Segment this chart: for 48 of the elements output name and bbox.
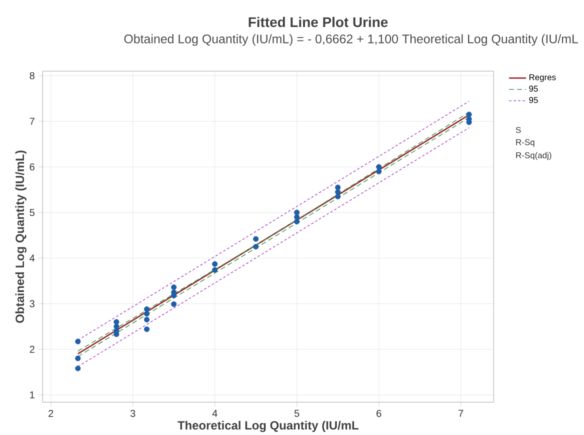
x-tick-label: 6 — [376, 410, 382, 417]
y-tick-label: 5 — [30, 209, 34, 216]
y-tick-label: 7 — [30, 118, 34, 125]
chart-subtitle: Obtained Log Quantity (IU/mL) = - 0,6662 + 1,100 Theoretical Log Quantity (IU/mL — [124, 34, 578, 46]
chart-title: Fitted Line Plot Urine — [248, 16, 388, 28]
point — [376, 168, 382, 174]
point — [212, 261, 218, 267]
point — [75, 366, 81, 372]
y-tick-label: 2 — [30, 346, 34, 353]
point — [253, 236, 259, 242]
y-tick-label: 8 — [30, 72, 34, 80]
legend-label: 95 — [529, 97, 538, 104]
y-tick-label: 4 — [30, 254, 35, 262]
point — [294, 210, 300, 216]
point — [335, 194, 341, 200]
y-tick-label: 3 — [30, 300, 34, 308]
point — [335, 189, 341, 195]
y-tick-label: 1 — [30, 391, 34, 398]
x-tick-label: 5 — [294, 410, 300, 417]
point — [171, 301, 177, 307]
point — [75, 338, 81, 344]
point — [144, 326, 150, 332]
text: R-Sq — [516, 139, 534, 147]
point — [114, 324, 120, 330]
legend-label: Regres — [529, 74, 556, 82]
point — [144, 306, 150, 312]
x-tick-label: 3 — [130, 410, 136, 417]
y-tick-label: 6 — [30, 163, 34, 170]
point — [294, 214, 300, 220]
point — [253, 244, 259, 250]
point — [75, 356, 81, 362]
legend-label: 95 — [529, 86, 538, 92]
x-tick-label: 4 — [212, 410, 218, 417]
text: R-Sq(adj) — [516, 152, 552, 160]
point — [114, 319, 120, 325]
point — [212, 267, 218, 273]
point — [294, 218, 300, 224]
point — [171, 284, 177, 290]
point — [144, 316, 150, 322]
text: S — [516, 126, 521, 133]
y-axis-title: Obtained Log Quantity (IU/mL) — [15, 150, 26, 323]
point — [335, 184, 341, 190]
x-tick-label: 2 — [48, 410, 54, 417]
point — [144, 310, 150, 316]
x-tick-label: 7 — [458, 410, 464, 417]
point — [466, 112, 472, 118]
point — [376, 164, 382, 170]
x-axis-title: Theoretical Log Quantity (IU/mL — [178, 420, 358, 432]
